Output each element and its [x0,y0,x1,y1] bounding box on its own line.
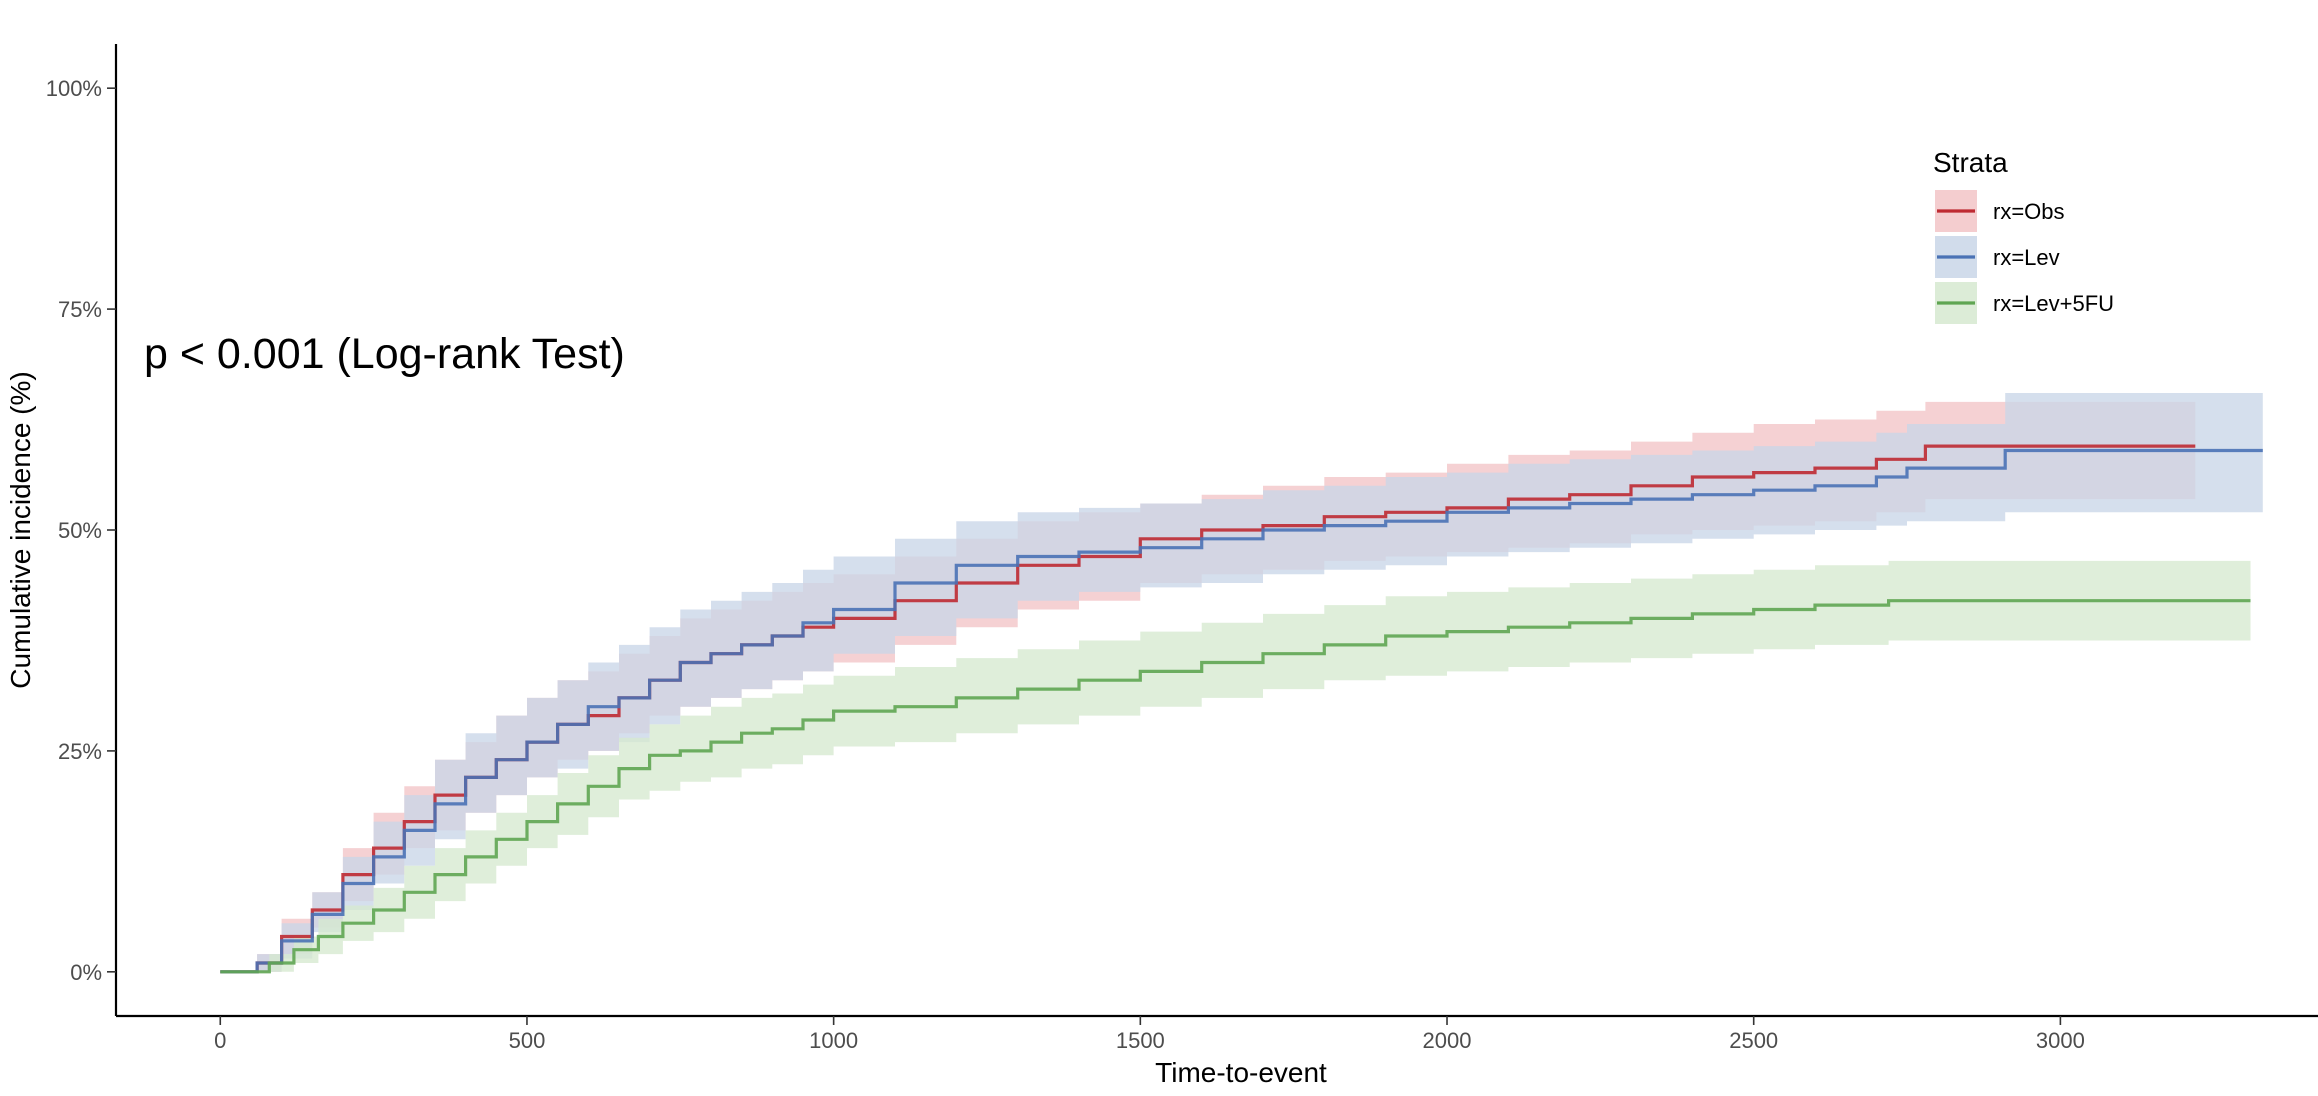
y-ticks: 0% 25% 50% 75% 100% [46,76,116,985]
legend-items: rx=Obs rx=Lev rx=Lev+5FU [1935,190,2114,324]
y-tick-label: 50% [58,518,102,543]
y-tick-label: 75% [58,297,102,322]
y-tick-label: 0% [70,960,102,985]
y-tick-label: 25% [58,739,102,764]
legend-label-rx-lev: rx=Lev [1993,245,2060,270]
x-tick-label: 1500 [1116,1028,1165,1053]
x-ticks: 0 500 1000 1500 2000 2500 3000 [214,1016,2085,1053]
x-tick-label: 2500 [1729,1028,1778,1053]
y-axis-title: Cumulative incidence (%) [5,371,36,688]
x-tick-label: 0 [214,1028,226,1053]
line-rx-obs [220,444,2196,974]
x-tick-label: 3000 [2036,1028,2085,1053]
line-rx-lev-5fu [220,599,2251,974]
y-tick-label: 100% [46,76,102,101]
p-value-annotation: p < 0.001 (Log-rank Test) [144,330,625,378]
x-tick-label: 500 [509,1028,546,1053]
legend: Strata rx=Obs rx=Lev rx=Lev+5FU [1933,147,2114,324]
x-tick-label: 2000 [1423,1028,1472,1053]
line-rx-lev [220,448,2263,974]
legend-label-rx-lev-5fu: rx=Lev+5FU [1993,291,2114,316]
legend-title: Strata [1933,147,2008,178]
series-lines [220,444,2263,974]
x-tick-label: 1000 [809,1028,858,1053]
legend-label-rx-obs: rx=Obs [1993,199,2065,224]
x-axis-title: Time-to-event [1155,1057,1327,1088]
band-rx-lev [220,393,2263,972]
